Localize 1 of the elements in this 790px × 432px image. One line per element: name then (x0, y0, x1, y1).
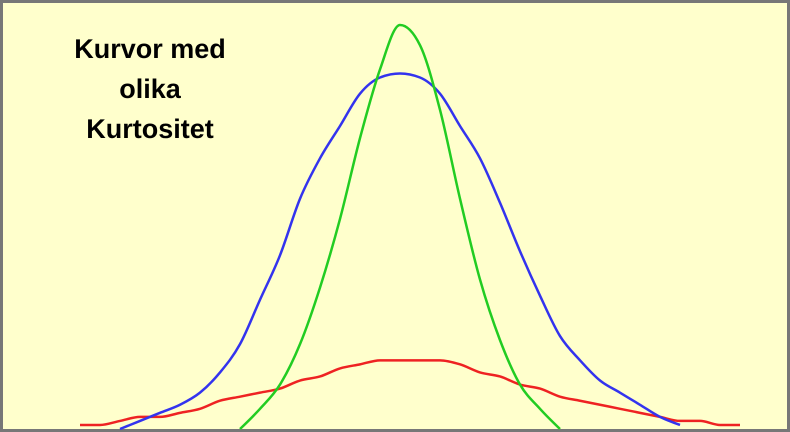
text: Kurvor med olika Kurtositet (74, 34, 226, 144)
